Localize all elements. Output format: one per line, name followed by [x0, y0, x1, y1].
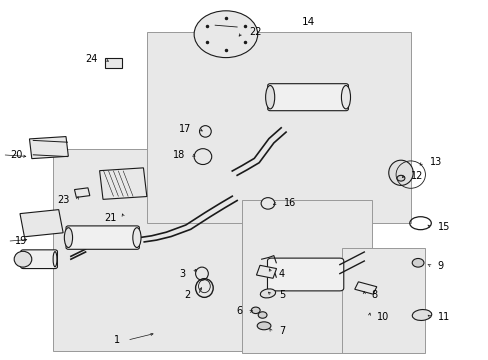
Ellipse shape [261, 198, 274, 209]
Text: 21: 21 [104, 213, 116, 223]
Ellipse shape [265, 85, 274, 109]
Text: 3: 3 [179, 269, 185, 279]
Bar [105, 58, 122, 68]
Text: 8: 8 [371, 290, 377, 300]
Bar [20, 210, 63, 237]
Text: 14: 14 [301, 17, 314, 27]
Bar [29, 136, 68, 159]
Text: 12: 12 [410, 171, 422, 181]
Ellipse shape [199, 126, 211, 137]
Ellipse shape [251, 307, 260, 314]
Text: 4: 4 [278, 269, 285, 279]
Ellipse shape [341, 85, 350, 109]
Text: 22: 22 [249, 27, 262, 37]
Text: 19: 19 [15, 236, 27, 246]
Bar [100, 168, 146, 199]
Ellipse shape [53, 252, 57, 267]
Text: 17: 17 [179, 124, 191, 134]
Ellipse shape [396, 175, 404, 181]
FancyBboxPatch shape [267, 84, 347, 111]
Ellipse shape [64, 228, 72, 248]
Ellipse shape [14, 251, 32, 267]
FancyBboxPatch shape [66, 226, 139, 249]
Bar [146, 32, 410, 223]
Bar [74, 188, 90, 197]
Bar [242, 200, 371, 353]
Bar [53, 149, 261, 351]
Text: 24: 24 [85, 54, 98, 64]
Text: 2: 2 [184, 290, 190, 300]
Ellipse shape [21, 252, 25, 267]
Ellipse shape [133, 228, 141, 248]
Ellipse shape [257, 322, 270, 330]
Ellipse shape [388, 160, 412, 185]
Bar [342, 248, 425, 353]
Text: 5: 5 [278, 290, 285, 300]
FancyBboxPatch shape [267, 258, 343, 291]
FancyBboxPatch shape [20, 250, 58, 269]
Text: 20: 20 [10, 150, 22, 160]
Bar [354, 282, 376, 294]
Text: 13: 13 [429, 157, 442, 167]
Bar [256, 265, 276, 278]
Circle shape [194, 11, 257, 58]
Text: 16: 16 [283, 198, 295, 208]
Text: 9: 9 [437, 261, 443, 271]
Text: 23: 23 [58, 195, 70, 205]
Text: 6: 6 [236, 306, 242, 316]
Ellipse shape [411, 310, 431, 320]
Text: 15: 15 [437, 222, 449, 232]
Text: 10: 10 [376, 312, 388, 322]
Ellipse shape [258, 312, 266, 318]
Text: 1: 1 [113, 335, 120, 345]
Ellipse shape [260, 289, 275, 298]
Text: 18: 18 [172, 150, 184, 160]
Text: 11: 11 [437, 312, 449, 322]
Ellipse shape [194, 149, 211, 165]
Ellipse shape [411, 258, 423, 267]
Text: 7: 7 [278, 326, 285, 336]
